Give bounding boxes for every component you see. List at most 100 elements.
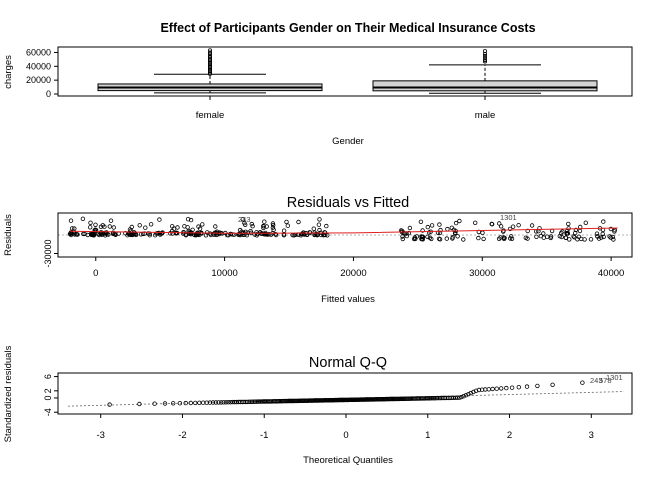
- qq-point: [461, 394, 466, 399]
- residual-point: [418, 219, 424, 224]
- qq-point: [216, 400, 221, 405]
- qq-x-tick-label: -2: [178, 430, 186, 441]
- residual-point: [316, 222, 322, 227]
- residuals-x-tick-label: 0: [93, 268, 98, 279]
- residual-point: [143, 225, 148, 230]
- qq-point: [248, 399, 253, 404]
- residual-point: [80, 216, 86, 221]
- residual-point: [87, 225, 93, 230]
- qq-label-243: 243: [590, 376, 603, 385]
- residual-point: [566, 221, 571, 227]
- residual-point: [322, 230, 327, 235]
- box-outlier: [207, 66, 212, 71]
- residual-point: [228, 231, 233, 237]
- residual-point: [69, 226, 75, 231]
- qq-point: [432, 396, 437, 401]
- residual-point: [85, 232, 90, 238]
- box-outlier: [207, 56, 212, 61]
- qq-point: [152, 401, 157, 406]
- qq-y-tick-label: -4: [43, 408, 53, 416]
- residual-point: [250, 223, 255, 229]
- qq-point: [246, 399, 251, 404]
- box-female: [97, 48, 323, 94]
- qq-y-tick-label: 6: [43, 374, 53, 379]
- residual-point: [404, 233, 409, 239]
- qq-point: [170, 401, 176, 406]
- residual-point: [108, 218, 114, 223]
- residual-point: [264, 224, 269, 229]
- residual-point: [450, 236, 455, 241]
- boxplot-y-tick-label: 0: [46, 89, 51, 99]
- qq-point: [426, 396, 431, 401]
- residual-point: [596, 236, 602, 241]
- qq-reference-line: [67, 391, 625, 407]
- residual-point: [406, 230, 412, 236]
- qq-point: [486, 387, 491, 392]
- qq-point: [434, 395, 440, 401]
- residual-point: [608, 226, 614, 232]
- residual-point: [400, 236, 405, 242]
- qq-point: [509, 385, 515, 390]
- residual-point: [93, 222, 98, 227]
- residual-point: [594, 231, 600, 236]
- qq-point: [213, 400, 219, 405]
- box-outlier: [482, 58, 487, 63]
- residual-point: [420, 234, 426, 240]
- qq-title: Normal Q-Q: [309, 355, 387, 371]
- qq-point: [535, 383, 540, 389]
- residual-point: [429, 236, 434, 242]
- qq-point: [463, 393, 469, 398]
- residual-point: [88, 220, 93, 225]
- qq-point: [183, 400, 188, 406]
- residual-point: [262, 219, 267, 224]
- qq-point: [466, 392, 471, 397]
- residual-point: [429, 223, 435, 228]
- qq-x-tick-label: -3: [96, 430, 104, 441]
- qq-point: [437, 395, 443, 401]
- residuals-label-243: 243: [238, 215, 251, 224]
- qq-point: [252, 399, 258, 404]
- residual-point: [572, 235, 577, 240]
- qq-label-1301: 1301: [606, 373, 623, 382]
- residual-point: [213, 224, 218, 229]
- residual-point: [509, 236, 515, 241]
- qq-point: [193, 400, 198, 406]
- box-iqr: [372, 80, 598, 92]
- box-outlier: [207, 59, 212, 64]
- qq-y-axis: -4 0 2 6: [43, 374, 59, 416]
- residual-point: [324, 223, 329, 229]
- qq-x-tick-label: 3: [589, 430, 594, 441]
- residual-point: [420, 237, 425, 242]
- residual-point: [147, 232, 152, 238]
- residual-point: [414, 234, 419, 239]
- residuals-panel: Residuals vs Fitted -30000 0 10000 20000 30…: [3, 195, 633, 305]
- qq-point: [251, 399, 256, 404]
- residuals-smooth-line: [69, 227, 618, 234]
- residual-point: [102, 224, 107, 229]
- qq-point: [550, 382, 555, 387]
- residual-point: [453, 220, 459, 226]
- box-outlier: [482, 56, 487, 61]
- residual-point: [284, 219, 289, 225]
- residual-point: [541, 231, 546, 236]
- residuals-y-tick-label: -30000: [43, 239, 53, 267]
- qq-point: [107, 402, 112, 407]
- residual-point: [200, 222, 205, 227]
- qq-points: [107, 380, 585, 407]
- residual-point: [197, 226, 203, 231]
- residual-point: [261, 224, 266, 229]
- qq-xlabel: Theoretical Quantiles: [303, 455, 393, 466]
- residual-point: [281, 232, 287, 237]
- residual-point: [68, 230, 74, 235]
- qq-point: [430, 396, 435, 401]
- qq-x-tick-label: 0: [343, 430, 348, 441]
- box-outlier: [207, 62, 212, 67]
- residual-point: [502, 235, 507, 241]
- qq-point: [188, 400, 193, 406]
- boxplot-x-axis: female male: [196, 96, 495, 121]
- qq-point: [455, 395, 460, 400]
- residual-point: [240, 217, 245, 222]
- residual-point: [567, 237, 572, 242]
- residual-point: [600, 231, 605, 237]
- residual-point: [473, 220, 478, 225]
